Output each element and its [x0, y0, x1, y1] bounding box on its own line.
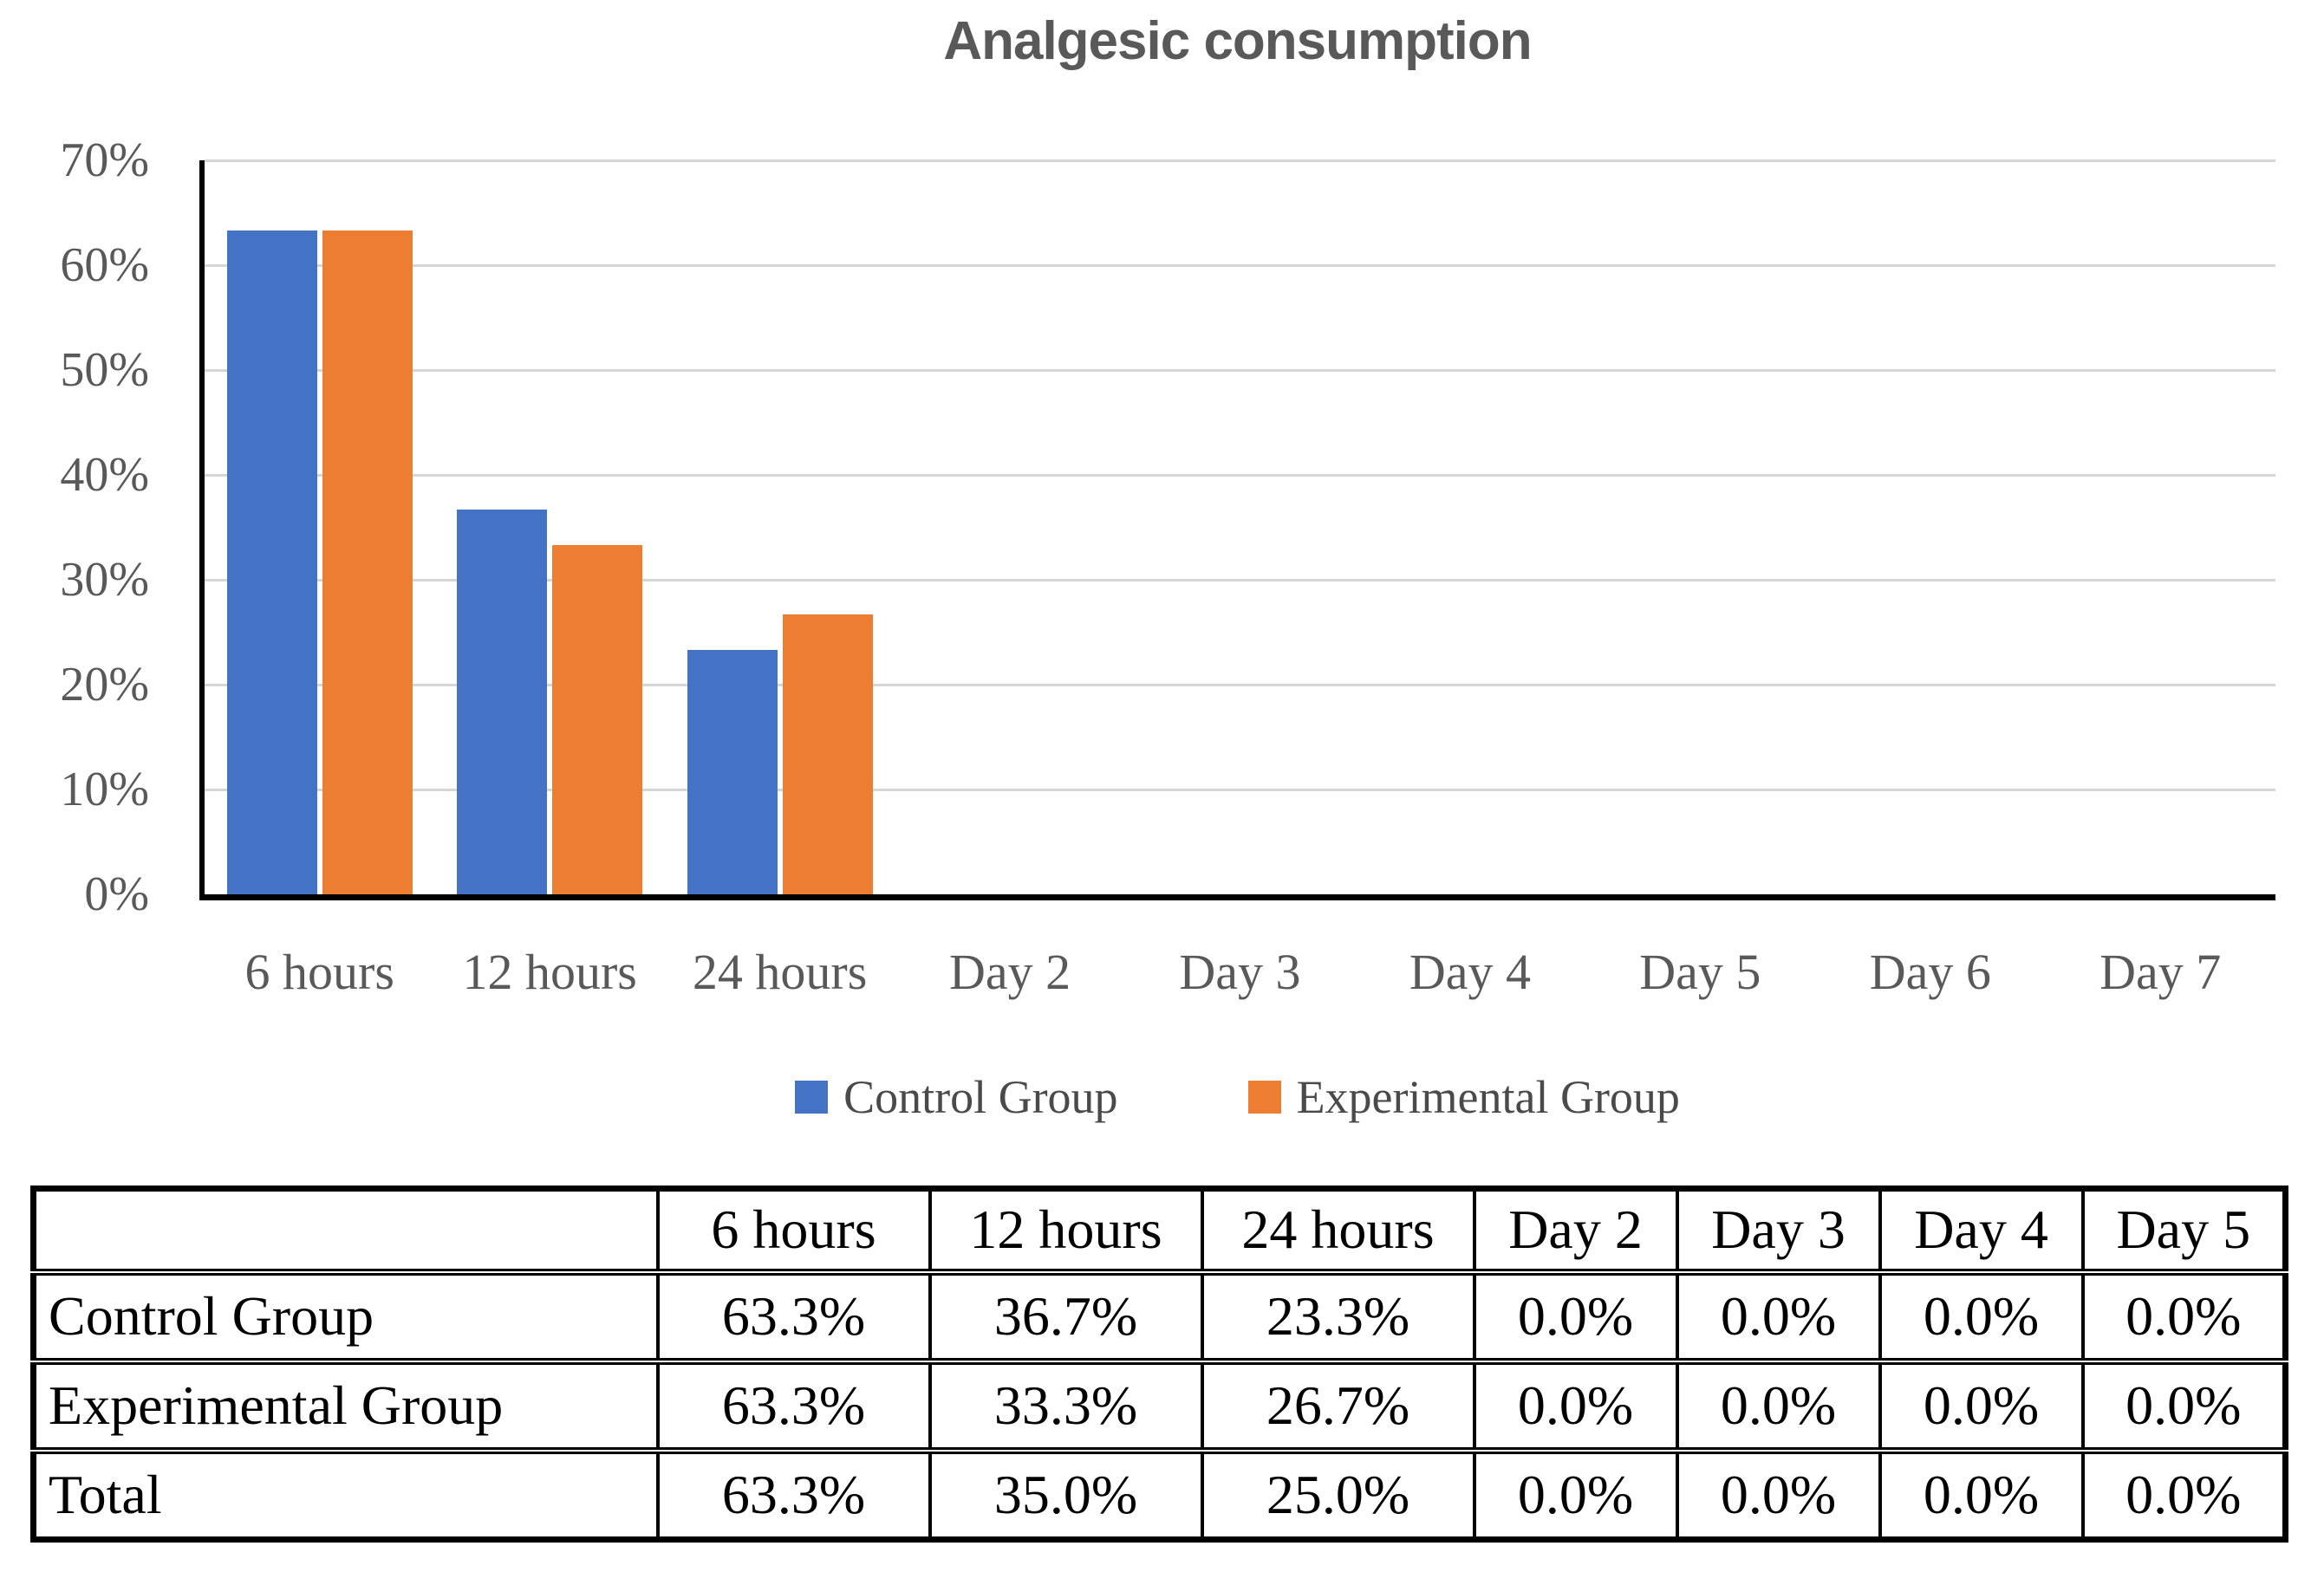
- table-cell-total-24-hours: 25.0%: [1200, 1446, 1476, 1542]
- table-cell-experimental-group-day-2: 0.0%: [1472, 1357, 1679, 1452]
- table-header-24-hours: 24 hours: [1200, 1186, 1476, 1274]
- table-cell-total-6-hours: 63.3%: [655, 1446, 932, 1542]
- table-cell-control-group-day-3: 0.0%: [1675, 1268, 1882, 1363]
- data-table: 6 hours 12 hours 24 hours Day 2 Day 3 Day 4 Da…: [30, 1185, 2288, 1543]
- table-cell-total-day-2: 0.0%: [1472, 1446, 1679, 1542]
- gridline-40: [205, 474, 2275, 477]
- table-cell-total-12-hours: 35.0%: [928, 1446, 1204, 1542]
- y-tick-label-40: 40%: [60, 448, 149, 502]
- gridline-20: [205, 684, 2275, 686]
- table-row-experimental-group: Experimental Group 63.3% 33.3% 26.7% 0.0% 0.0…: [31, 1357, 2288, 1452]
- table-cell-experimental-group-day-4: 0.0%: [1878, 1357, 2085, 1452]
- table-cell-experimental-group-24-hours: 26.7%: [1200, 1357, 1476, 1452]
- x-tick-label-day-7: Day 7: [2099, 944, 2222, 1000]
- table-cell-total-day-3: 0.0%: [1675, 1446, 1882, 1542]
- legend-item-experimental-group: Experimental Group: [1247, 1070, 1680, 1124]
- table-row-control-group: Control Group 63.3% 36.7% 23.3% 0.0% 0.0% 0.0%…: [31, 1268, 2288, 1363]
- table-header-row-label: [31, 1186, 660, 1274]
- bar-control-group-12-hours: [457, 510, 547, 894]
- bar-experimental-group-12-hours: [552, 545, 642, 894]
- legend-label-control-group: Control Group: [843, 1071, 1118, 1123]
- table-cell-control-group-6-hours: 63.3%: [655, 1268, 932, 1363]
- chart-title: Analgesic consumption: [943, 11, 1532, 71]
- x-tick-label-6-hours: 6 hours: [244, 944, 394, 1000]
- x-tick-label-12-hours: 12 hours: [462, 944, 637, 1000]
- x-tick-label-day-2: Day 2: [948, 944, 1071, 1000]
- y-tick-label-20: 20%: [60, 658, 149, 711]
- plot-area: [199, 159, 2275, 900]
- legend-swatch-control-group: [795, 1081, 829, 1114]
- table-cell-experimental-group-6-hours: 63.3%: [655, 1357, 932, 1452]
- bar-experimental-group-24-hours: [783, 614, 873, 894]
- table-cell-control-group-12-hours: 36.7%: [928, 1268, 1204, 1363]
- table-cell-experimental-group-day-5: 0.0%: [2080, 1357, 2288, 1452]
- table-header-day-5: Day 5: [2080, 1186, 2288, 1274]
- table-header-day-3: Day 3: [1675, 1186, 1882, 1274]
- x-tick-label-day-5: Day 5: [1639, 944, 1761, 1000]
- y-tick-label-70: 70%: [60, 133, 149, 187]
- legend-swatch-experimental-group: [1247, 1081, 1281, 1114]
- table-cell-control-group-day-2: 0.0%: [1472, 1268, 1679, 1363]
- y-tick-label-0: 0%: [84, 867, 149, 921]
- table-row-label-experimental-group: Experimental Group: [31, 1357, 660, 1452]
- table-cell-total-day-4: 0.0%: [1878, 1446, 2085, 1542]
- table-header-day-4: Day 4: [1878, 1186, 2085, 1274]
- table-header-day-2: Day 2: [1472, 1186, 1679, 1274]
- table-cell-control-group-24-hours: 23.3%: [1200, 1268, 1476, 1363]
- bar-control-group-6-hours: [227, 231, 317, 894]
- gridline-10: [205, 789, 2275, 791]
- table-row-total: Total 63.3% 35.0% 25.0% 0.0% 0.0% 0.0% 0.0%: [31, 1446, 2288, 1542]
- table-header-6-hours: 6 hours: [655, 1186, 932, 1274]
- y-axis: 70% 60% 50% 40% 30% 20% 10% 0%: [0, 133, 149, 921]
- legend: Control Group Experimental Group: [199, 1069, 2275, 1125]
- gridline-70: [205, 159, 2275, 162]
- table-header-12-hours: 12 hours: [928, 1186, 1204, 1274]
- table-row-label-control-group: Control Group: [31, 1268, 660, 1363]
- y-tick-label-30: 30%: [60, 553, 149, 607]
- y-tick-label-50: 50%: [60, 343, 149, 397]
- gridline-60: [205, 264, 2275, 267]
- y-tick-label-60: 60%: [60, 238, 149, 292]
- x-axis: 6 hours 12 hours 24 hours Day 2 Day 3 Day 4 Da…: [205, 943, 2275, 1001]
- bar-control-group-24-hours: [687, 650, 778, 894]
- gridline-30: [205, 579, 2275, 581]
- table-cell-experimental-group-day-3: 0.0%: [1675, 1357, 1882, 1452]
- x-tick-label-24-hours: 24 hours: [692, 944, 868, 1000]
- table-row-label-total: Total: [31, 1446, 660, 1542]
- table-cell-control-group-day-5: 0.0%: [2080, 1268, 2288, 1363]
- table-cell-total-day-5: 0.0%: [2080, 1446, 2288, 1542]
- x-tick-label-day-4: Day 4: [1409, 944, 1531, 1000]
- x-tick-label-day-6: Day 6: [1869, 944, 1991, 1000]
- y-tick-label-10: 10%: [60, 763, 149, 816]
- bar-experimental-group-6-hours: [322, 231, 413, 894]
- gridline-50: [205, 369, 2275, 372]
- table-cell-experimental-group-12-hours: 33.3%: [928, 1357, 1204, 1452]
- legend-label-experimental-group: Experimental Group: [1296, 1071, 1680, 1123]
- table-cell-control-group-day-4: 0.0%: [1878, 1268, 2085, 1363]
- legend-item-control-group: Control Group: [795, 1070, 1118, 1124]
- x-tick-label-day-3: Day 3: [1179, 944, 1301, 1000]
- table-header-row: 6 hours 12 hours 24 hours Day 2 Day 3 Day 4 Da…: [31, 1186, 2288, 1274]
